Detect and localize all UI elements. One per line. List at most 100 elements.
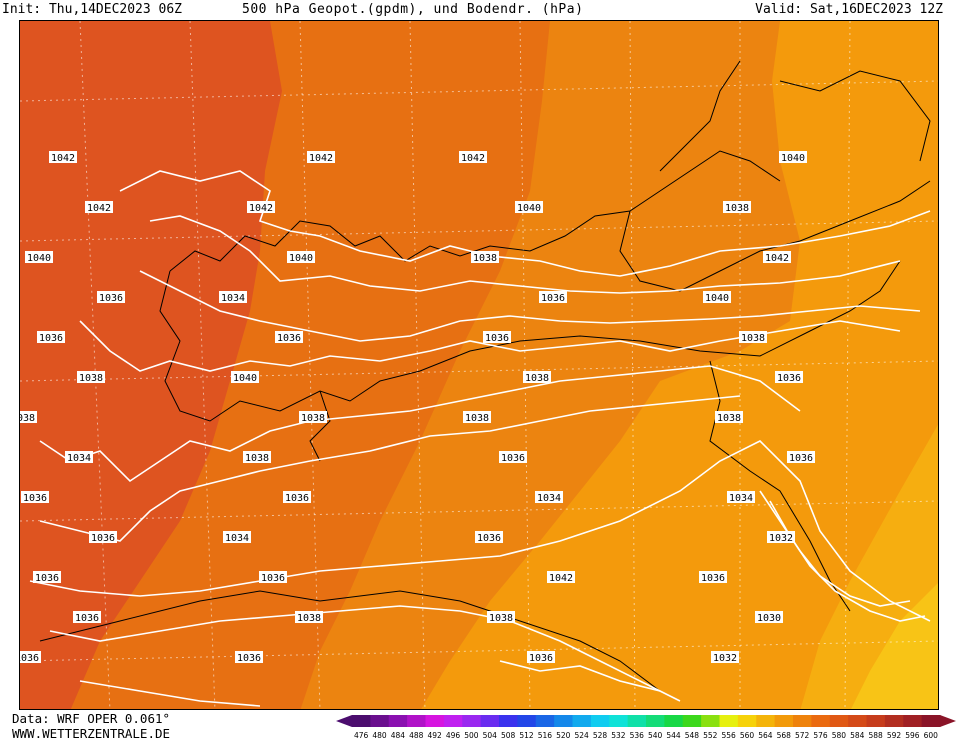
isobar-label: 1034 <box>219 291 247 304</box>
isobar-label-text: 1036 <box>237 653 261 664</box>
isobar-label: 1042 <box>459 151 487 164</box>
isobar-label: 1036 <box>483 331 511 344</box>
legend-swatch <box>884 715 904 727</box>
legend-value: 572 <box>795 731 810 740</box>
legend-swatch <box>517 715 537 727</box>
legend-swatch <box>480 715 500 727</box>
isobar-label: 1036 <box>20 651 41 664</box>
isobar-label-text: 1036 <box>99 293 123 304</box>
legend-swatch <box>903 715 923 727</box>
isobar-label: 1034 <box>223 531 251 544</box>
legend-value: 552 <box>703 731 718 740</box>
legend-swatch <box>646 715 665 727</box>
isobar-label: 1036 <box>283 491 311 504</box>
legend-swatch <box>499 715 518 727</box>
legend-swatch <box>609 715 629 727</box>
legend-swatch <box>811 715 831 727</box>
legend-swatch <box>921 715 941 727</box>
isobar-label: 1034 <box>65 451 93 464</box>
legend-value: 584 <box>850 731 865 740</box>
isobar-label-text: 1034 <box>537 493 561 504</box>
isobar-label-text: 1036 <box>529 653 553 664</box>
lat-lon-grid <box>20 21 938 709</box>
isobar-label: 1036 <box>33 571 61 584</box>
isobar-label-text: 1034 <box>729 493 753 504</box>
legend-value: 476 <box>354 731 369 740</box>
isobar-label-text: 1038 <box>297 613 321 624</box>
isobar-label-text: 1040 <box>27 253 51 264</box>
legend-swatch <box>848 715 868 727</box>
legend-value: 504 <box>483 731 498 740</box>
legend-swatch <box>756 715 776 727</box>
isobar-label-text: 1032 <box>713 653 737 664</box>
legend-value: 580 <box>832 731 847 740</box>
isobar-label-text: 1036 <box>701 573 725 584</box>
isobar-label-text: 1036 <box>285 493 309 504</box>
legend-swatch <box>793 715 812 727</box>
isobar-label: 1038 <box>487 611 515 624</box>
isobar-label: 1038 <box>715 411 743 424</box>
legend-swatch <box>682 715 702 727</box>
isobar-label-text: 1038 <box>79 373 103 384</box>
isobar-label: 1036 <box>21 491 49 504</box>
legend-swatch <box>719 715 739 727</box>
isobar-label-text: 1042 <box>51 153 75 164</box>
isobar-label: 1040 <box>703 291 731 304</box>
isobar-label-text: 1038 <box>301 413 325 424</box>
legend-swatch <box>774 715 794 727</box>
isobar-label-text: 1036 <box>501 453 525 464</box>
legend-swatch <box>535 715 555 727</box>
isobar-label-text: 1040 <box>233 373 257 384</box>
isobar-label-text: 1042 <box>461 153 485 164</box>
isobar-label: 1038 <box>77 371 105 384</box>
isobar-label: 1036 <box>89 531 117 544</box>
legend-value: 528 <box>593 731 608 740</box>
isobar-lines <box>29 170 931 707</box>
isobar-label-text: 1042 <box>249 203 273 214</box>
isobar-label-text: 1036 <box>541 293 565 304</box>
legend-right-arrow <box>940 715 956 727</box>
isobar-label-text: 1034 <box>67 453 91 464</box>
isobar-label-text: 1040 <box>705 293 729 304</box>
legend-value: 520 <box>556 731 571 740</box>
isobar-label: 1038 <box>739 331 767 344</box>
isobar-label-text: 1030 <box>757 613 781 624</box>
isobar-label: 1040 <box>25 251 53 264</box>
legend-value: 600 <box>924 731 939 740</box>
isobar-label: 1032 <box>767 531 795 544</box>
isobar-label: 1038 <box>463 411 491 424</box>
isobar-label: 1038 <box>299 411 327 424</box>
legend-value: 500 <box>464 731 479 740</box>
isobar-label-text: 1040 <box>289 253 313 264</box>
legend-value: 484 <box>391 731 406 740</box>
legend-swatch <box>590 715 610 727</box>
isobar-label-text: 1038 <box>20 413 35 424</box>
isobar-label-text: 1036 <box>777 373 801 384</box>
isobar-label: 1038 <box>471 251 499 264</box>
legend-value: 560 <box>740 731 755 740</box>
isobar-label: 1038 <box>20 411 37 424</box>
color-scale-legend: 476 480 484 488 492 496 500 504 508 512 516 520 524 5… <box>336 713 958 741</box>
geopotential-band-544 <box>20 21 282 709</box>
isobar-label: 1036 <box>275 331 303 344</box>
isobar-label-text: 1036 <box>75 613 99 624</box>
isobar-label-text: 1036 <box>485 333 509 344</box>
legend-swatch <box>370 715 390 727</box>
isobar-label-text: 1038 <box>741 333 765 344</box>
isobar-label: 1040 <box>287 251 315 264</box>
legend-value: 512 <box>519 731 534 740</box>
legend-value: 568 <box>777 731 792 740</box>
legend-value: 508 <box>501 731 516 740</box>
isobar-label: 1036 <box>699 571 727 584</box>
legend-swatch <box>737 715 757 727</box>
isobar-label: 1042 <box>307 151 335 164</box>
map-title: 500 hPa Geopot.(gpdm), und Bodendr. (hPa… <box>242 2 584 17</box>
legend-value: 592 <box>887 731 902 740</box>
isobar-label-text: 1040 <box>517 203 541 214</box>
isobar-label-text: 1036 <box>91 533 115 544</box>
isobar-label-text: 1042 <box>765 253 789 264</box>
isobar-label-text: 1032 <box>769 533 793 544</box>
isobar-label: 1038 <box>723 201 751 214</box>
isobar-label-text: 1042 <box>309 153 333 164</box>
legend-value: 556 <box>722 731 737 740</box>
